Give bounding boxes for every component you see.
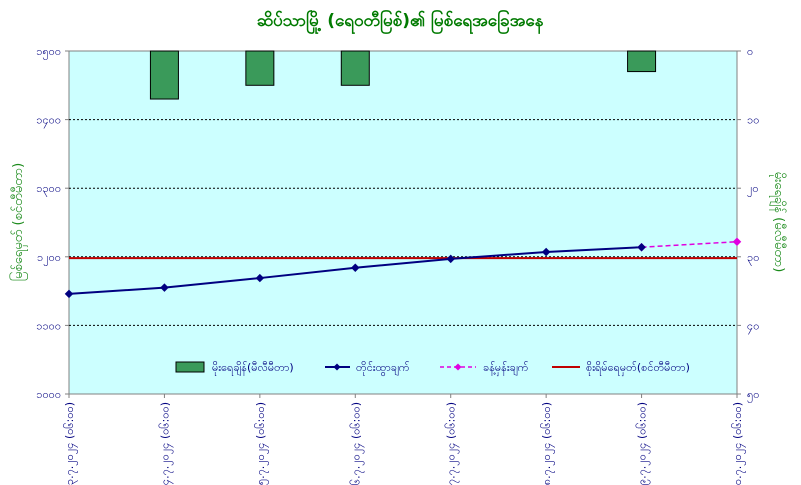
observed-point [446,254,455,264]
right-tick-label: ၀ [747,45,753,58]
left-tick-label: ၁၀၀၀ [36,388,61,401]
observed-point [255,273,265,283]
right-tick-label: ၁၀ [747,114,759,127]
right-tick-label: ၃၀ [747,251,759,266]
right-tick-label: ၄၀ [747,319,759,334]
legend-warning-label: စိုးရိမ်ရေမှတ်(စင်တီမီတာ) [586,361,690,376]
right-tick-label: ၅၀ [747,388,759,403]
left-tick-label: ၁၂၀၀ [37,251,61,266]
gridlines [69,119,737,326]
rainfall-bar [627,50,657,73]
left-tick-label: ၁၁၀၀ [36,319,61,332]
legend-forecast-marker [454,363,462,371]
observed-point [64,289,74,299]
rainfall-bar [340,50,370,86]
x-axis-ticks: ၁၃.၇.၂၀၂၄ (၀၆:၀၀) ၁၄.၇.၂၀၂၄ (၀၆:၀၀) ၁၅.၇.၂… [63,394,746,485]
observed-point [160,283,169,292]
legend-bar-swatch [175,361,205,373]
right-axis-title: မိုးရေချိန် (မီလီမီတာ) [769,172,787,273]
x-tick-label: ၁၉.၇.၂၀၂၄ (၀၆:၀၀) [636,402,651,485]
x-tick-label: ၁၈.၇.၂၀၂၄ (၀၆:၀၀) [540,402,555,485]
left-tick-label: ၁၄၀၀ [36,114,61,129]
x-tick-label: ၁၇.၇.၂၀၂၄ (၀၆:၀၀) [445,402,460,485]
legend-observed-marker [333,363,341,371]
left-axis-title: မြစ်ရေမှတ် (စင်တီမီတာ) [9,163,28,281]
right-tick-label: ၂၀ [747,182,759,197]
x-tick-label: ၂၀.၇.၂၀၂၄ (၀၆:၀၀) [731,402,746,485]
rainfall-bar [149,50,179,100]
left-tick-label: ၁၅၀၀ [36,45,61,60]
legend: မိုးရေချိန်(မီလီမီတာ) တိုင်းထွာချက် ခန့်မှ… [175,361,690,376]
x-tick-label: ၁၄.၇.၂၀၂၄ (၀၆:၀၀) [158,402,173,485]
legend-observed-label: တိုင်းထွာချက် [356,361,410,376]
left-axis-ticks: ၁၀၀၀ ၁၁၀၀ ၁၂၀၀ ၁၃၀၀ ၁၄၀၀ ၁၅၀၀ [36,45,69,401]
x-tick-label: ၁၅.၇.၂၀၂၄ (၀၆:၀၀) [254,402,269,485]
x-tick-label: ၁၆.၇.၂၀၂၄ (၀၆:၀၀) [349,402,364,485]
left-tick-label: ၁၃၀၀ [36,182,61,197]
legend-rainfall-label: မိုးရေချိန်(မီလီမီတာ) [212,361,294,376]
x-tick-label: ၁၃.၇.၂၀၂၄ (၀၆:၀၀) [63,402,78,485]
chart-title: ဆိပ်သာမြို့ (ရေဝတီမြစ်)၏ မြစ်ရေအခြေအနေ [257,8,544,35]
observed-point [351,263,360,273]
plot-area [68,50,738,395]
rainfall-bar [245,50,275,86]
rainfall-bars [149,50,657,100]
legend-forecast-label: ခန့်မှန်းချက် [483,361,529,376]
